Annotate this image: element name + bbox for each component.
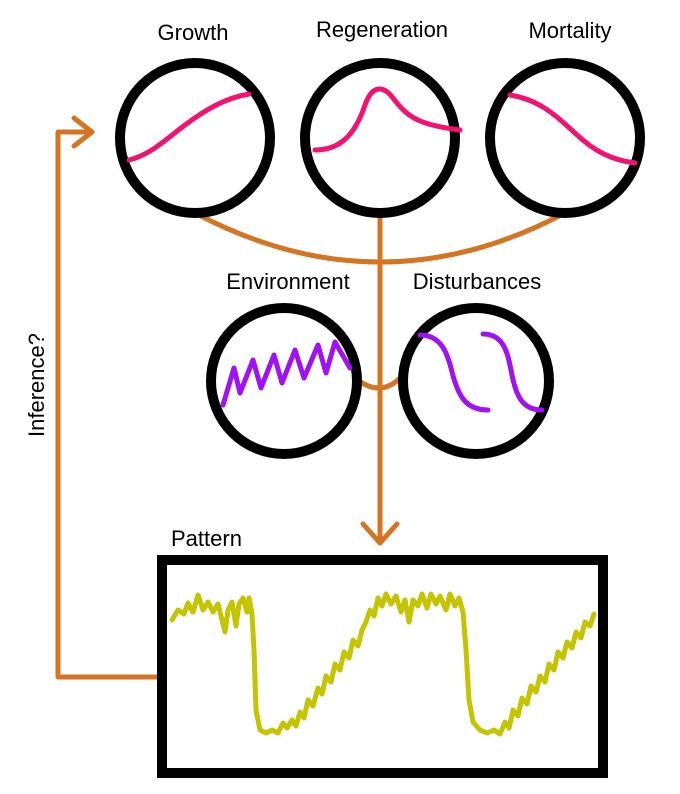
- environment-circle: [206, 303, 362, 459]
- inference-loop-line: [55, 129, 161, 680]
- growth-label: Growth: [158, 20, 229, 45]
- flow-connectors: [55, 115, 566, 680]
- pattern-node: Pattern: [157, 526, 608, 778]
- disturbances-label: Disturbances: [413, 269, 541, 294]
- growth-curve: [126, 91, 252, 163]
- pattern-series: [169, 591, 597, 737]
- disturbances-circle: [398, 303, 554, 459]
- mortality-curve: [507, 92, 638, 166]
- environment-curve: [220, 339, 353, 408]
- growth-node: Growth: [115, 20, 275, 218]
- disturbances-curve-b: [480, 331, 545, 413]
- pattern-frame: [157, 555, 608, 778]
- regeneration-node: Regeneration: [300, 17, 463, 218]
- pattern-label: Pattern: [171, 526, 242, 551]
- growth-circle: [115, 58, 275, 218]
- regeneration-curve: [312, 86, 463, 153]
- mortality-node: Mortality: [485, 18, 645, 218]
- mortality-circle: [485, 58, 645, 218]
- inference-arrow-head: [71, 115, 95, 149]
- inference-label: Inference?: [24, 333, 49, 437]
- disturbances-node: Disturbances: [398, 269, 554, 459]
- mortality-label: Mortality: [528, 18, 611, 43]
- disturbances-curve-a: [417, 332, 491, 413]
- pattern-arrow-head: [360, 521, 400, 546]
- environment-label: Environment: [226, 269, 350, 294]
- regeneration-circle: [300, 58, 460, 218]
- environment-node: Environment: [206, 269, 362, 459]
- regeneration-label: Regeneration: [316, 17, 448, 42]
